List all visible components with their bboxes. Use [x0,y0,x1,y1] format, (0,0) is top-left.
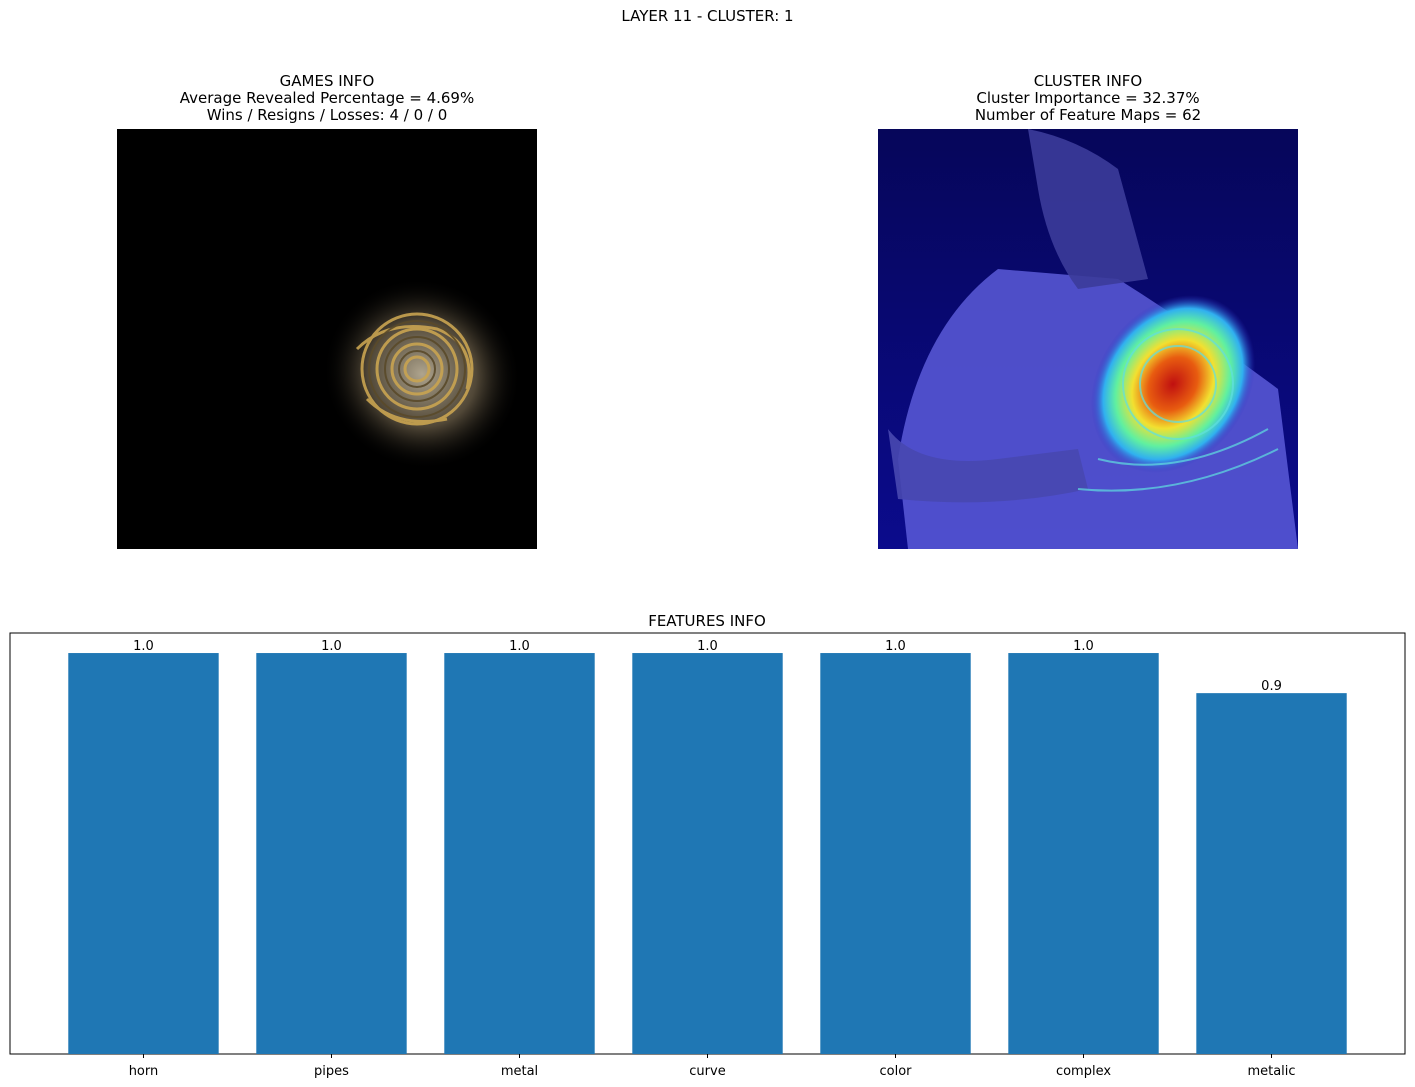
data-label-complex: 1.0 [1073,639,1094,654]
cluster-importance: Cluster Importance = 32.37% [976,89,1200,107]
data-label-color: 1.0 [885,639,906,654]
bar-pipes [256,653,407,1054]
bar-horn [68,653,219,1054]
games-info-title-block: GAMES INFO Average Revealed Percentage =… [117,73,537,124]
figure-title: LAYER 11 - CLUSTER: 1 [621,7,794,25]
average-revealed-percentage: Average Revealed Percentage = 4.69% [179,89,475,107]
x-tick-label-complex: complex [1056,1064,1111,1079]
wins-resigns-losses: Wins / Resigns / Losses: 4 / 0 / 0 [206,106,448,124]
x-tick-label-metal: metal [501,1064,538,1079]
bar-curve [632,653,783,1054]
x-tick-label-metalic: metalic [1247,1064,1295,1079]
bars-group: 1.0 horn 1.0 pipes 1.0 metal 1.0 curve 1.0 color 1… [68,639,1347,1079]
data-label-curve: 1.0 [697,639,718,654]
data-label-horn: 1.0 [133,639,154,654]
x-tick-label-curve: curve [689,1064,725,1079]
bar-complex [1008,653,1159,1054]
masked-horn-graphic [117,129,537,549]
heatmap-overlay-graphic [878,129,1298,549]
data-label-metal: 1.0 [509,639,530,654]
cluster-info-title-block: CLUSTER INFO Cluster Importance = 32.37%… [878,73,1298,124]
cluster-info-title: CLUSTER INFO [1033,72,1143,90]
x-tick-label-color: color [879,1064,912,1079]
heatmap-overlay-image [878,129,1298,549]
feature-map-count: Number of Feature Maps = 62 [974,106,1202,124]
bar-metalic [1196,693,1347,1054]
bar-metal [444,653,595,1054]
games-info-title: GAMES INFO [279,72,375,90]
data-label-metalic: 0.9 [1261,679,1282,694]
x-tick-label-pipes: pipes [314,1064,349,1079]
chart-title: FEATURES INFO [648,612,766,630]
bar-color [820,653,971,1054]
data-label-pipes: 1.0 [321,639,342,654]
masked-horn-image [117,129,537,549]
x-tick-label-horn: horn [129,1064,159,1079]
